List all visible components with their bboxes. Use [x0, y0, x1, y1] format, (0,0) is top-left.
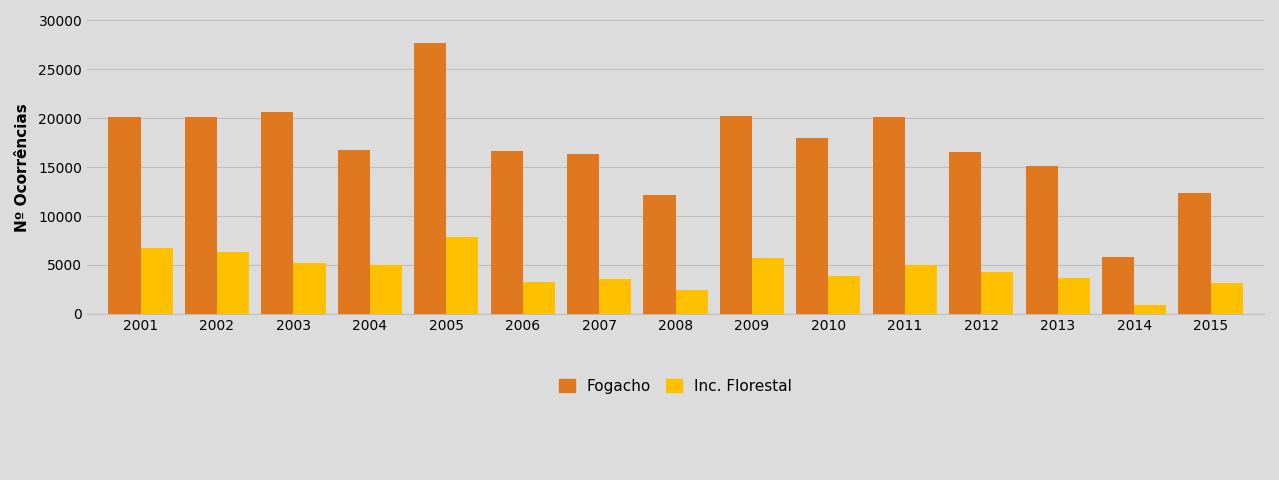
Bar	[829, 276, 861, 314]
Bar	[643, 194, 675, 314]
Bar	[567, 155, 599, 314]
Bar	[872, 117, 904, 314]
Bar	[217, 252, 249, 314]
Bar	[981, 272, 1013, 314]
Bar	[1058, 277, 1090, 314]
Bar	[141, 248, 173, 314]
Bar	[185, 117, 217, 314]
Legend: Fogacho, Inc. Florestal: Fogacho, Inc. Florestal	[559, 379, 792, 394]
Bar	[491, 151, 523, 314]
Y-axis label: Nº Ocorrências: Nº Ocorrências	[15, 103, 29, 231]
Bar	[414, 43, 446, 314]
Bar	[1102, 257, 1134, 314]
Bar	[720, 116, 752, 314]
Bar	[797, 138, 829, 314]
Bar	[599, 278, 632, 314]
Bar	[338, 150, 370, 314]
Bar	[675, 290, 707, 314]
Bar	[293, 263, 326, 314]
Bar	[1026, 166, 1058, 314]
Bar	[370, 265, 402, 314]
Bar	[446, 237, 478, 314]
Bar	[904, 265, 938, 314]
Bar	[109, 117, 141, 314]
Bar	[1178, 192, 1210, 314]
Bar	[1210, 284, 1243, 314]
Bar	[1134, 305, 1166, 314]
Bar	[949, 153, 981, 314]
Bar	[523, 281, 555, 314]
Bar	[261, 112, 293, 314]
Bar	[752, 258, 784, 314]
